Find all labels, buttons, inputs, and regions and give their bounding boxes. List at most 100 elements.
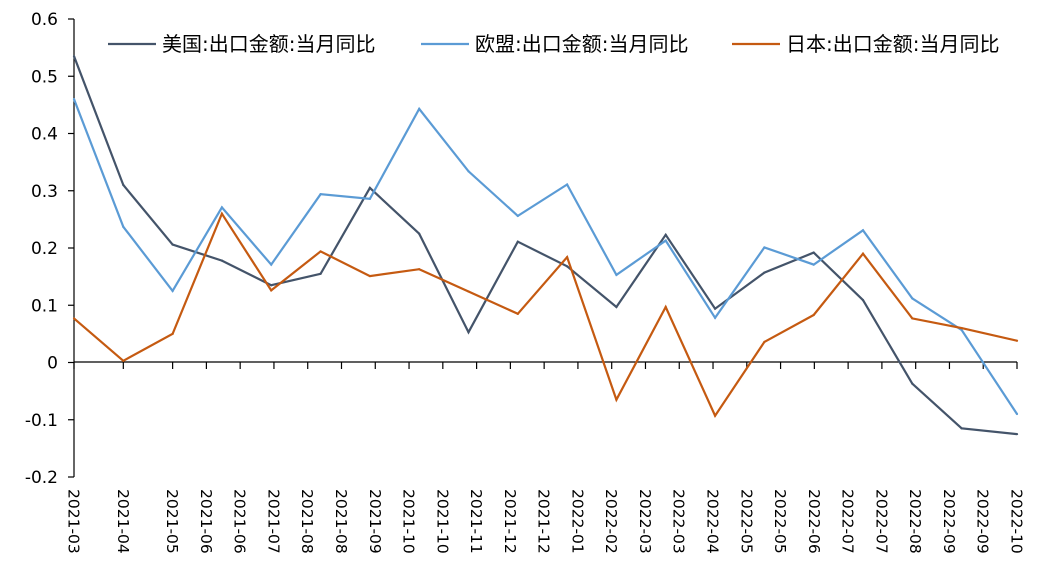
x-tick-label: 2022-04: [704, 489, 722, 554]
data-point: [664, 233, 667, 236]
x-tick-label: 2021-07: [264, 489, 282, 554]
data-point: [171, 243, 174, 246]
data-point: [171, 332, 174, 335]
x-tick-label: 2021-04: [114, 489, 132, 554]
data-point: [220, 206, 224, 209]
data-point: [418, 232, 421, 235]
x-tick-label: 2022-01: [568, 489, 586, 554]
data-point: [516, 214, 519, 218]
data-point: [220, 259, 224, 262]
legend: 美国:出口金额:当月同比 欧盟:出口金额:当月同比 日本:出口金额:当月同比: [108, 32, 999, 56]
x-tick-label: 2021-05: [163, 489, 181, 554]
data-point: [1015, 432, 1019, 436]
x-axis-ticks: 2021-03 2021-04 2021-05 2021-06 2021-06 2021-…: [65, 362, 1026, 554]
legend-label: 美国:出口金额:当月同比: [162, 32, 375, 56]
x-tick-label: 2022-09: [940, 489, 958, 554]
legend-label: 欧盟:出口金额:当月同比: [475, 32, 688, 56]
x-tick-label: 2021-12: [535, 489, 553, 554]
data-point: [960, 327, 963, 330]
data-point: [368, 197, 371, 200]
legend-label: 日本:出口金额:当月同比: [786, 32, 999, 56]
data-point: [171, 289, 174, 293]
x-tick-label: 2021-08: [332, 489, 350, 554]
x-tick-label: 2022-03: [636, 489, 654, 554]
data-point: [270, 284, 273, 287]
x-tick-label: 2022-03: [670, 489, 688, 554]
x-tick-label: 2022-08: [906, 489, 924, 554]
y-tick-label: 0.3: [31, 182, 58, 202]
data-point: [861, 298, 865, 302]
data-point: [467, 331, 470, 334]
x-tick-label: 2021-12: [501, 489, 519, 554]
y-tick-label: 0.5: [31, 67, 58, 87]
data-point: [368, 274, 371, 278]
data-point: [664, 239, 667, 242]
data-point: [418, 107, 421, 110]
y-tick-label: 0.4: [31, 125, 58, 145]
x-tick-label: 2021-06: [197, 489, 215, 554]
data-point: [418, 268, 421, 271]
x-tick-label: 2021-11: [467, 489, 485, 554]
data-point: [368, 186, 371, 189]
data-point: [664, 305, 667, 309]
data-point: [713, 414, 717, 417]
x-tick-label: 2022-07: [872, 489, 890, 554]
series-line: [72, 98, 1018, 415]
data-point: [72, 98, 76, 101]
series-line: [72, 55, 1018, 436]
x-tick-label: 2022-09: [974, 489, 992, 554]
data-point: [812, 313, 815, 317]
x-axis: 2021-03 2021-04 2021-05 2021-06 2021-06 2021-…: [65, 361, 1026, 554]
x-tick-label: 2022-05: [771, 489, 789, 554]
data-point: [319, 193, 322, 196]
data-point: [911, 317, 914, 320]
x-tick-label: 2021-09: [366, 489, 384, 554]
x-tick-label: 2022-02: [602, 489, 620, 554]
data-point: [566, 183, 569, 186]
data-point: [516, 240, 519, 243]
x-tick-label: 2021-03: [65, 489, 83, 554]
y-tick-label: 0.6: [31, 10, 58, 30]
y-tick-label: 0.1: [31, 296, 58, 316]
data-point: [467, 290, 470, 293]
data-point: [713, 307, 717, 310]
data-point: [516, 312, 519, 315]
x-tick-label: 2022-07: [839, 489, 857, 554]
y-tick-label: 0: [47, 354, 58, 374]
data-point: [763, 246, 766, 249]
data-point: [615, 305, 618, 309]
data-point: [1015, 339, 1019, 342]
data-point: [861, 229, 865, 232]
y-axis-ticks: 0.6 0.5 0.4 0.3 0.2 0.1 0 -0.1 -0.2: [25, 10, 74, 488]
data-point: [319, 250, 322, 253]
data-point: [812, 251, 815, 254]
data-point: [467, 170, 470, 173]
data-point: [960, 427, 963, 430]
x-tick-label: 2022-05: [737, 489, 755, 554]
x-tick-label: 2022-06: [805, 489, 823, 554]
x-tick-label: 2021-06: [231, 489, 249, 554]
data-point: [615, 273, 618, 277]
data-point: [911, 382, 914, 385]
y-tick-label: 0.2: [31, 239, 58, 259]
data-point: [122, 183, 125, 187]
data-point: [270, 289, 273, 292]
x-tick-label: 2021-10: [400, 489, 418, 554]
data-point: [1015, 412, 1019, 416]
data-point: [319, 272, 322, 275]
data-point: [270, 263, 273, 266]
series-lines: [72, 55, 1019, 436]
data-point: [615, 398, 618, 401]
series-line: [73, 211, 1018, 418]
x-tick-label: 2021-10: [433, 489, 451, 554]
data-point: [122, 359, 125, 362]
y-tick-label: -0.1: [25, 411, 58, 431]
y-tick-label: -0.2: [25, 468, 58, 488]
data-point: [763, 271, 766, 274]
data-point: [861, 252, 865, 255]
data-point: [72, 317, 76, 320]
data-point: [220, 212, 224, 215]
data-point: [122, 225, 125, 228]
data-point: [763, 340, 766, 343]
